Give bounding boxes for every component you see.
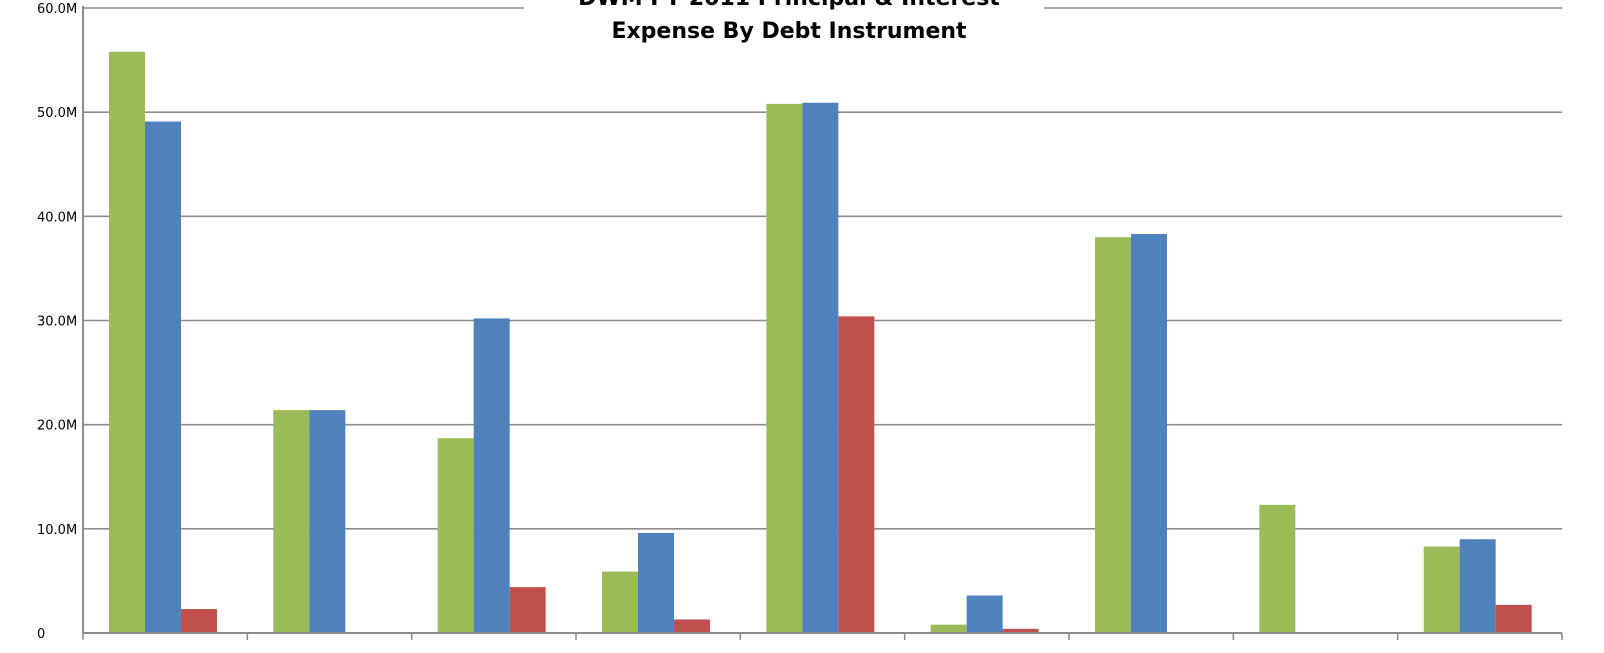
bar	[437, 438, 474, 633]
bar	[674, 619, 710, 633]
bar	[1131, 234, 1167, 633]
y-tick-label: 30.0M	[37, 315, 77, 330]
bar	[473, 318, 510, 633]
bar	[1495, 604, 1532, 633]
axes	[82, 6, 1563, 640]
chart-title: DWM FY 2011 Principal & Interest Expense …	[524, 0, 1044, 50]
bars	[109, 51, 1532, 634]
y-tick-label: 20.0M	[37, 419, 77, 434]
bar	[1259, 504, 1296, 633]
bar	[802, 102, 839, 633]
bar	[1002, 628, 1039, 633]
chart-title-background	[524, 0, 1044, 50]
bar	[1423, 546, 1460, 633]
bar	[1095, 237, 1131, 633]
y-tick-label: 50.0M	[37, 106, 77, 121]
bar	[509, 587, 546, 633]
chart-title-line: DWM FY 2011 Principal & Interest	[578, 0, 1000, 11]
bar	[273, 410, 310, 633]
y-tick-label: 40.0M	[37, 210, 77, 225]
y-tick-label: 0	[37, 627, 45, 642]
bar	[838, 316, 875, 633]
chart-title-line: Expense By Debt Instrument	[611, 19, 967, 44]
bar	[930, 624, 967, 633]
bar	[309, 410, 346, 633]
bar	[181, 609, 217, 633]
y-tick-label: 10.0M	[37, 523, 77, 538]
bar	[602, 571, 638, 633]
y-tick-label: 60.0M	[37, 2, 77, 17]
bar	[638, 533, 674, 633]
bar	[1459, 539, 1496, 633]
bar	[766, 103, 803, 634]
bar	[109, 51, 145, 633]
y-tick-labels: 0 10.0M 20.0M 30.0M 40.0M 50.0M 60.0M	[37, 2, 77, 642]
bar	[145, 121, 181, 634]
bar	[966, 595, 1003, 633]
